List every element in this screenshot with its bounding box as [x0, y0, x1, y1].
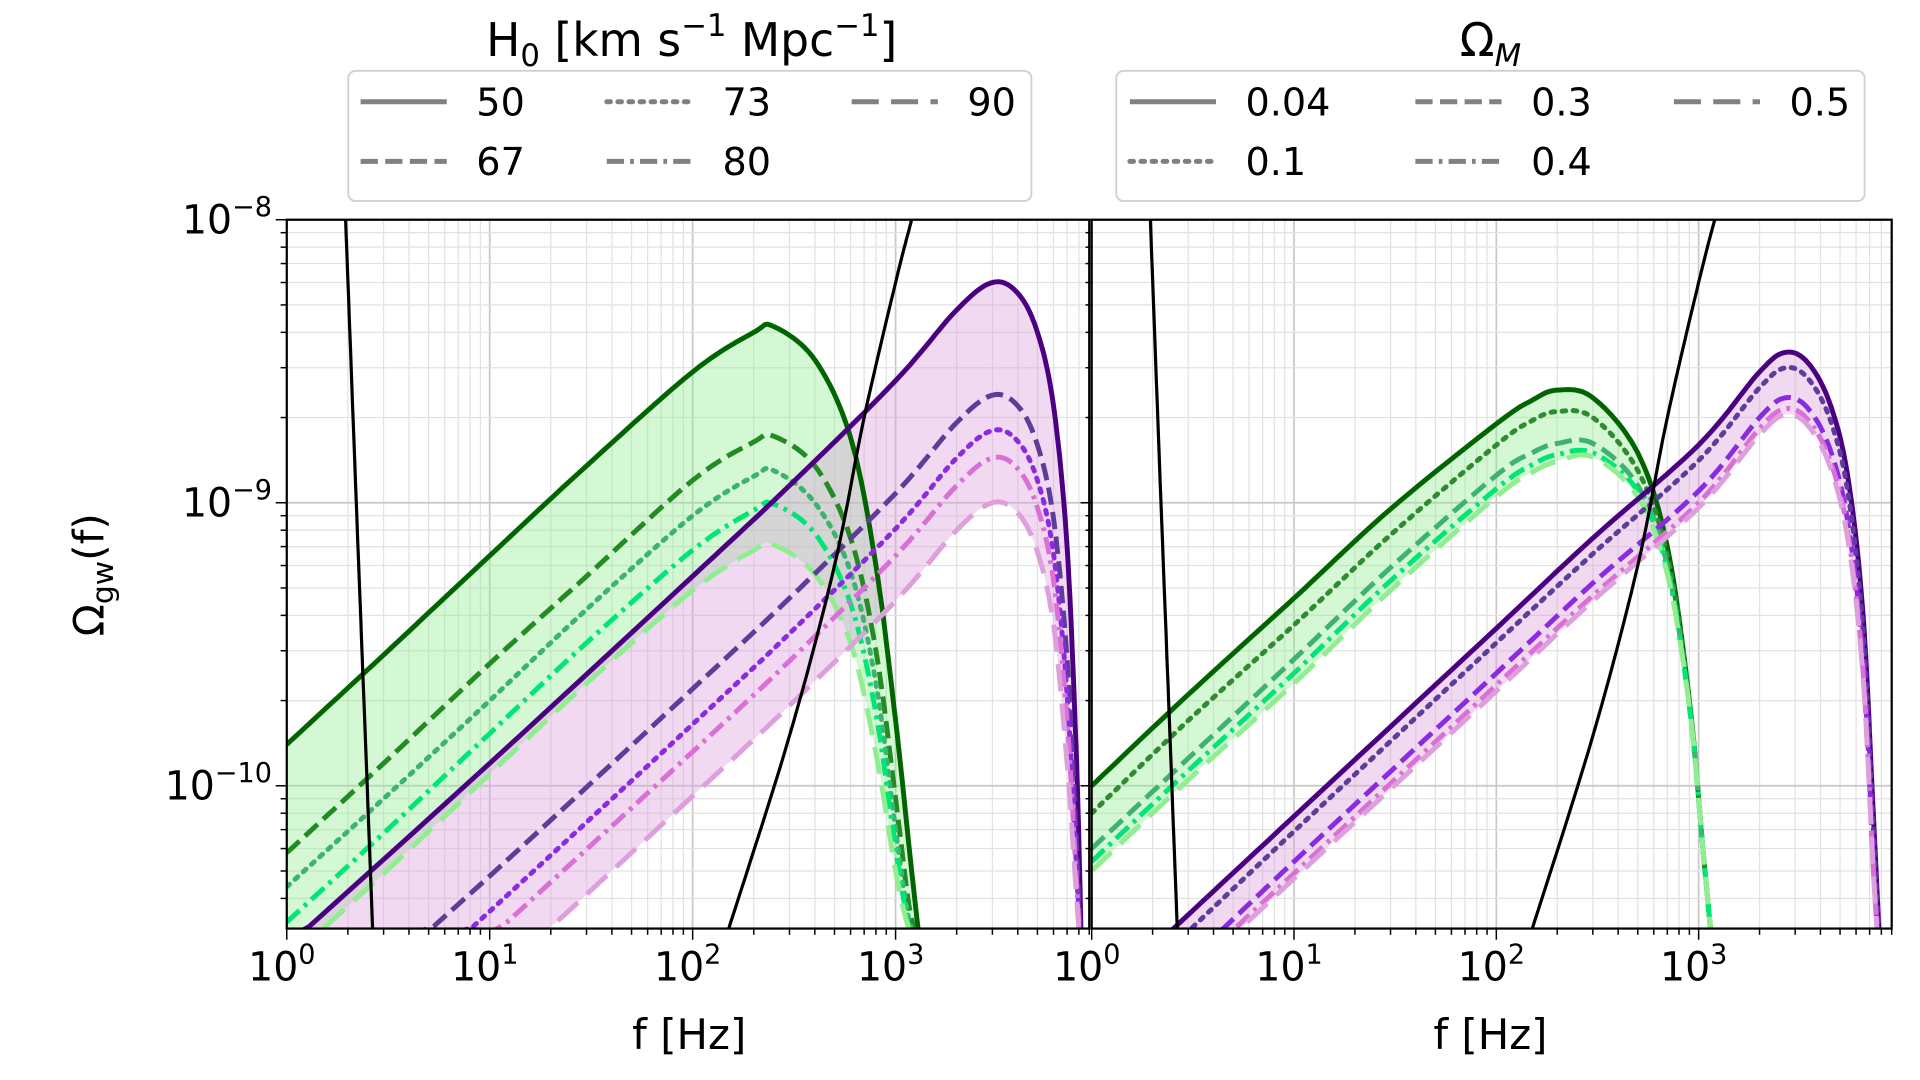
x-tick-label: 102: [654, 939, 721, 991]
x-axis-label-left: f [Hz]: [632, 1010, 746, 1059]
legend-label: 67: [476, 140, 525, 185]
series-line-g50: [286, 321, 921, 929]
y-axis-label: Ωgw(f): [65, 513, 121, 636]
x-tick-label: 100: [1053, 939, 1120, 991]
series-line-p80: [492, 454, 1082, 929]
series-line-g67: [286, 431, 917, 929]
x-tick-label: 102: [1458, 939, 1525, 991]
series-line-k1: [1148, 219, 1179, 929]
grid: [1080, 218, 1893, 940]
legend-label: 50: [476, 80, 525, 125]
y-tick-label: 10−8: [182, 192, 272, 244]
axes-frame: [1090, 218, 1893, 930]
legend-title-h0: H0 [km s−1 Mpc−1]: [486, 8, 897, 74]
y-tick-label: 10−10: [165, 758, 272, 810]
legend-label: 0.4: [1531, 140, 1592, 185]
legend-title-omega-m: ΩM: [1460, 14, 1521, 74]
legend-label: 73: [722, 80, 771, 125]
series-line-p73: [460, 427, 1083, 929]
series-line-p4: [1231, 405, 1880, 929]
series-line-p67: [420, 391, 1083, 929]
x-axis-label-right: f [Hz]: [1433, 1010, 1547, 1059]
x-tick-label: 101: [451, 939, 518, 991]
series-line-k2: [727, 219, 914, 929]
legend-label: 80: [722, 140, 771, 185]
legend-label: 0.5: [1790, 80, 1851, 125]
series-line-g73: [286, 465, 915, 929]
series-line-g4: [1091, 447, 1713, 929]
series-line-g90: [319, 540, 912, 929]
y-tick-label: 10−9: [182, 475, 272, 527]
legend: 50 67 73 80 90: [347, 69, 1033, 203]
series-line-k1: [344, 219, 375, 929]
legend-label: 0.3: [1531, 80, 1592, 125]
axes-frame: [285, 218, 1091, 930]
legend-box: [347, 69, 1033, 203]
x-tick-label: 103: [1660, 939, 1727, 991]
panel-matter-density: 100 101 102 103 0.04 0.1 0.3 0.4 0.5: [1053, 69, 1893, 991]
legend-label: 0.1: [1246, 140, 1307, 185]
legend-box: [1115, 69, 1866, 203]
plot-area: [1091, 219, 1882, 929]
x-tick-label: 101: [1255, 939, 1322, 991]
series-line-p90: [544, 499, 1082, 929]
grid: [275, 218, 1090, 940]
plot-area: [286, 219, 1084, 929]
panel-hubble-constant: 100 101 102 103 10−8 10−9 10−10 50 67 73 80 90: [165, 69, 1091, 991]
series-line-p5: [1234, 411, 1880, 929]
x-tick-label: 100: [248, 939, 315, 991]
series-line-p1: [1186, 364, 1881, 929]
series-line-k2: [1530, 219, 1717, 929]
x-tick-label: 103: [857, 939, 924, 991]
legend-label: 0.04: [1246, 80, 1331, 125]
legend: 0.04 0.1 0.3 0.4 0.5: [1115, 69, 1866, 203]
legend-label: 90: [967, 80, 1016, 125]
series-line-p50: [300, 279, 1084, 929]
